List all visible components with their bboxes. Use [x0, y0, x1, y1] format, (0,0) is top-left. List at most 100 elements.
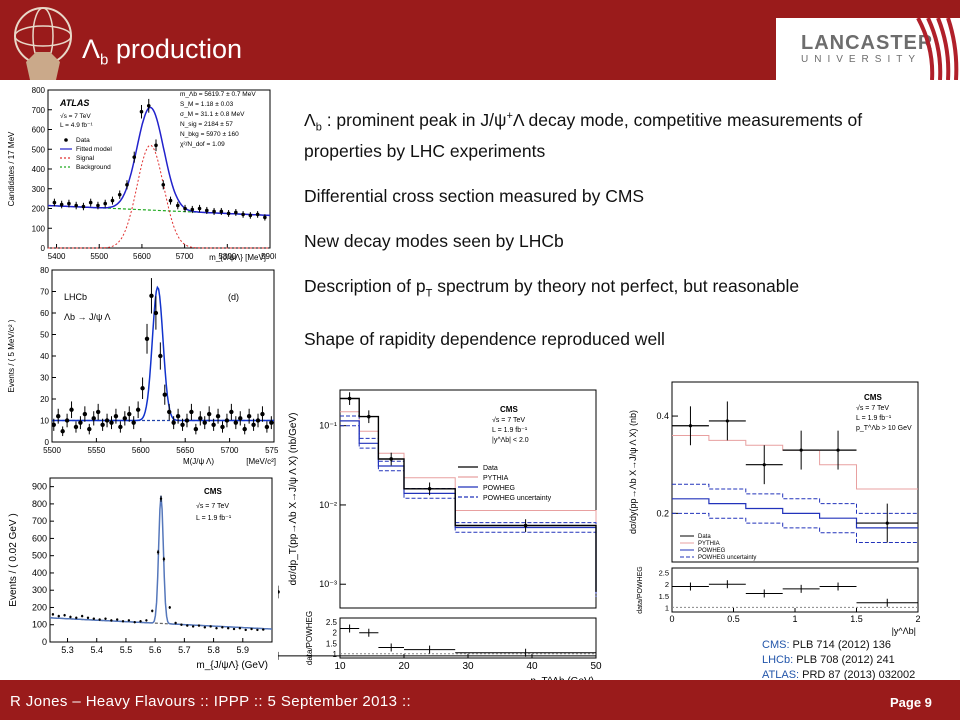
x-tick-label: 1.5 — [850, 614, 863, 624]
x-axis-label: m_{J/ψΛ} (GeV) — [196, 660, 268, 671]
data-point — [347, 396, 352, 401]
data-point — [224, 418, 230, 423]
y-tick-label: 70 — [40, 288, 49, 297]
y-tick-label: 800 — [32, 86, 46, 95]
data-point — [82, 411, 88, 417]
data-point — [180, 623, 183, 626]
data-point — [73, 424, 79, 430]
data-point — [151, 609, 154, 613]
data-point — [145, 619, 148, 622]
y-axis-label: Candidates / 17 MeV — [7, 131, 16, 206]
ref-lhcb: LHCb: PLB 708 (2012) 241 — [762, 654, 895, 666]
data-point — [197, 624, 201, 627]
y-tick-label: 20 — [40, 395, 49, 404]
fit-result-label: σ_M = 31.1 ± 0.8 MeV — [180, 111, 245, 118]
x-tick-label: 5.5 — [120, 645, 133, 655]
y-tick-label: 0 — [45, 438, 50, 447]
x-tick-label: 5700 — [221, 446, 239, 455]
y-tick-label: 900 — [32, 482, 47, 492]
ratio-tick-label: 2 — [665, 580, 669, 589]
fit-curve — [49, 495, 273, 630]
legend-entry: PYTHIA — [698, 541, 720, 547]
data-point — [121, 620, 125, 623]
atlas-statue-logo — [14, 7, 72, 80]
plot-frame — [339, 389, 597, 609]
data-point — [211, 422, 216, 427]
data-point — [255, 418, 261, 423]
data-line — [340, 397, 597, 592]
data-point — [184, 418, 190, 423]
y-tick-label: 40 — [40, 352, 49, 361]
x-tick-label: 0.5 — [727, 614, 740, 624]
data-point — [269, 420, 274, 425]
bullet-2: Differential cross section measured by C… — [304, 186, 645, 207]
x-axis-label: |y^Λb| — [892, 626, 916, 636]
legend-marker — [64, 138, 68, 142]
x-axis-label: m_{J/ψΛ} [MeV] — [209, 253, 266, 262]
data-point — [836, 448, 840, 452]
data-point — [113, 414, 119, 419]
y-tick-label: 10 — [40, 417, 49, 426]
y-tick-label: 400 — [32, 165, 46, 174]
data-point — [193, 426, 199, 432]
ratio-tick-label: 2 — [333, 629, 338, 638]
data-point — [175, 414, 181, 419]
y-tick-label: 10⁻³ — [319, 579, 337, 589]
atlas-label: ATLAS — [59, 98, 89, 108]
data-point — [189, 409, 194, 415]
ratio-tick-label: 2.5 — [659, 569, 669, 578]
y-tick-label: 200 — [32, 205, 46, 214]
legend-entry: POWHEG uncertainty — [483, 495, 552, 502]
x-tick-label: 5.3 — [61, 645, 74, 655]
data-point — [242, 426, 247, 432]
lhcb-label: LHCb — [64, 292, 87, 302]
powheg-upper-line — [672, 483, 918, 514]
data-point — [154, 143, 158, 148]
ratio-frame — [339, 617, 597, 659]
data-point — [367, 414, 371, 419]
y-tick-label: 200 — [32, 602, 47, 612]
x-tick-label: 5800 — [218, 252, 236, 261]
data-point — [110, 198, 115, 203]
bullet-1: Λb : prominent peak in J/ψ+Λ decay mode,… — [304, 109, 863, 162]
data-point — [226, 211, 231, 216]
y-tick-label: 30 — [40, 374, 49, 383]
data-point — [104, 617, 107, 620]
data-point — [81, 204, 86, 209]
ratio-tick-label: 1 — [333, 650, 338, 659]
bullet-3: New decay modes seen by LHCb — [304, 231, 564, 252]
data-point — [190, 207, 195, 212]
data-point — [202, 420, 207, 425]
data-point — [51, 613, 55, 616]
ref-cms: CMS: PLB 714 (2012) 136 — [762, 639, 892, 651]
data-point — [191, 625, 195, 628]
y-axis-label: Events / ( 0.02 GeV ) — [8, 513, 19, 606]
data-point — [74, 203, 78, 208]
data-point — [56, 414, 61, 419]
data-point — [168, 198, 173, 203]
data-point — [197, 206, 202, 211]
data-point — [118, 424, 123, 430]
data-point — [159, 497, 163, 500]
data-point — [132, 155, 137, 159]
footer-text: R Jones – Heavy Flavours :: IPPP :: 5 Se… — [10, 693, 412, 710]
data-point — [158, 353, 163, 359]
fit-result-label: S_M = 1.18 ± 0.03 — [180, 101, 234, 108]
fit-result-label: χ²/N_dof = 1.09 — [180, 141, 225, 148]
legend-entry: Background — [76, 164, 111, 171]
data-point — [238, 626, 242, 630]
x-tick-label: 5400 — [48, 252, 66, 261]
data-point — [162, 392, 167, 397]
slide-title: Λb production — [82, 34, 242, 69]
data-point — [162, 557, 166, 561]
data-point — [233, 420, 239, 425]
data-point — [226, 626, 230, 630]
data-point — [125, 183, 129, 187]
data-point — [86, 616, 90, 620]
y-tick-label: 700 — [32, 106, 46, 115]
x-tick-label: 5550 — [88, 446, 106, 455]
y-tick-label: 0.2 — [656, 508, 669, 518]
legend-entry: Data — [483, 465, 498, 472]
y-tick-label: 0 — [41, 244, 46, 253]
